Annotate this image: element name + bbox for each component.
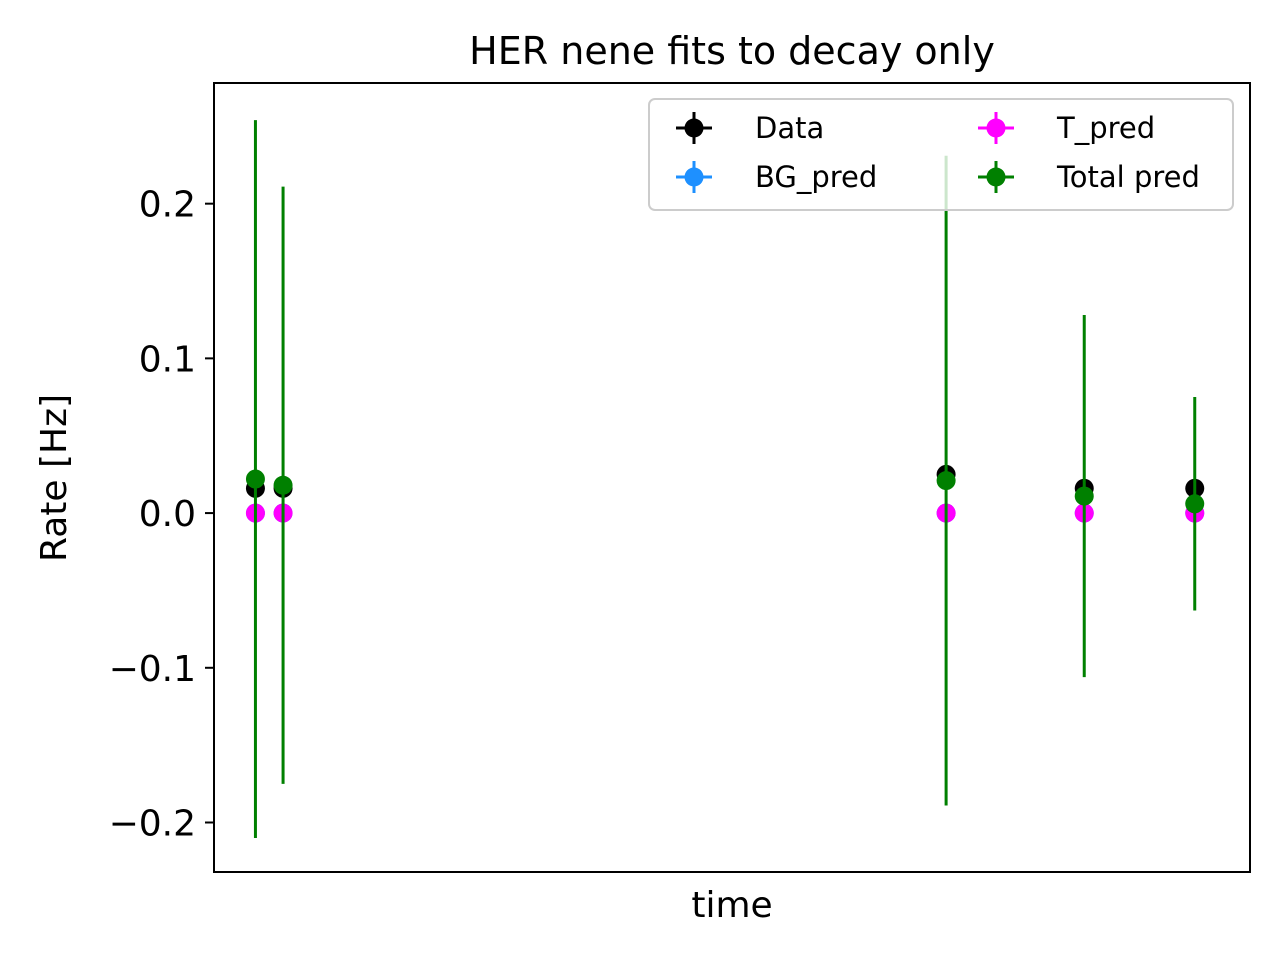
y-tick-label: −0.2 (109, 803, 196, 844)
y-axis: −0.2 −0.1 0.0 0.1 0.2 (109, 185, 214, 844)
x-axis-title: time (691, 885, 772, 926)
legend: Data T_pred BG_pred Total pred (648, 98, 1234, 211)
total-pred-point (273, 475, 293, 495)
total-pred-point (936, 471, 956, 491)
legend-label-bg-pred: BG_pred (755, 160, 877, 194)
plot-area (245, 120, 1205, 838)
legend-marker-total-pred (986, 167, 1006, 187)
y-axis-title: Rate [Hz] (34, 394, 75, 562)
total-pred-point (1074, 486, 1094, 506)
total-pred-point (245, 469, 265, 489)
legend-marker-t-pred (986, 118, 1006, 138)
y-tick-label: −0.1 (109, 649, 196, 690)
plot-frame (213, 82, 1251, 873)
y-tick-label: 0.0 (139, 494, 196, 535)
legend-box (648, 98, 1234, 211)
legend-marker-data (684, 118, 704, 138)
legend-label-t-pred: T_pred (1056, 111, 1155, 145)
total-pred-point (1185, 494, 1205, 514)
legend-label-total-pred: Total pred (1056, 160, 1200, 194)
y-tick-label: 0.1 (139, 339, 196, 380)
legend-marker-bg-pred (684, 167, 704, 187)
legend-label-data: Data (755, 111, 824, 145)
y-tick-label: 0.2 (139, 185, 196, 226)
chart-title: HER nene fits to decay only (469, 29, 995, 73)
